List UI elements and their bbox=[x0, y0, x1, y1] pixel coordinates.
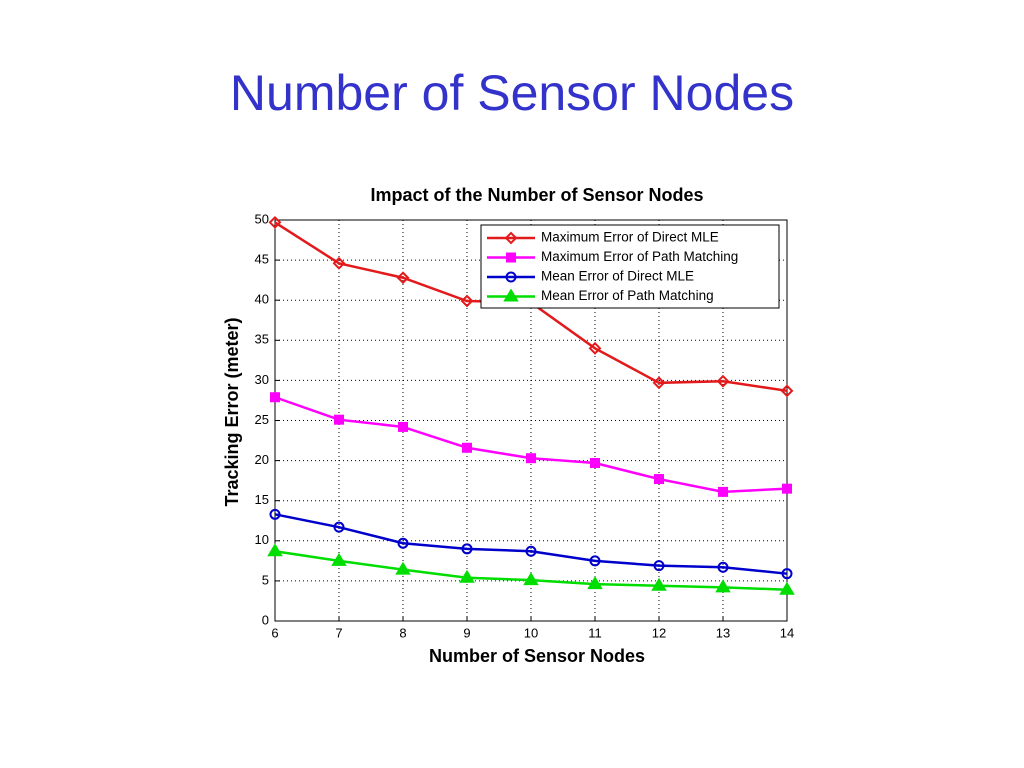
y-tick-label: 20 bbox=[255, 452, 269, 467]
legend-label: Maximum Error of Path Matching bbox=[541, 249, 738, 264]
y-tick-label: 15 bbox=[255, 492, 269, 507]
marker bbox=[461, 543, 473, 555]
marker bbox=[269, 508, 281, 520]
marker bbox=[331, 552, 347, 566]
marker bbox=[587, 576, 603, 590]
legend-marker bbox=[503, 288, 519, 302]
legend-label: Maximum Error of Direct MLE bbox=[541, 230, 719, 245]
marker bbox=[654, 474, 664, 485]
y-axis-label: Tracking Error (meter) bbox=[222, 317, 242, 506]
x-tick-label: 9 bbox=[463, 625, 470, 640]
x-axis-label: Number of Sensor Nodes bbox=[429, 646, 645, 666]
x-tick-label: 13 bbox=[716, 625, 730, 640]
x-tick-label: 8 bbox=[399, 625, 406, 640]
marker bbox=[780, 384, 794, 398]
legend-marker bbox=[504, 231, 518, 245]
marker bbox=[270, 392, 280, 403]
marker bbox=[333, 521, 345, 533]
marker bbox=[782, 483, 792, 494]
series-line bbox=[274, 513, 788, 575]
marker bbox=[651, 577, 667, 591]
y-tick-label: 0 bbox=[262, 612, 269, 627]
y-tick-label: 25 bbox=[255, 412, 269, 427]
x-tick-label: 11 bbox=[588, 625, 602, 640]
marker bbox=[460, 294, 474, 308]
marker bbox=[779, 581, 795, 595]
y-tick-label: 35 bbox=[255, 332, 269, 347]
marker bbox=[459, 569, 475, 583]
x-tick-label: 10 bbox=[524, 625, 538, 640]
legend-label: Mean Error of Path Matching bbox=[541, 288, 714, 303]
x-tick-label: 6 bbox=[271, 625, 278, 640]
slide-title: Number of Sensor Nodes bbox=[230, 65, 794, 121]
plot-frame bbox=[274, 219, 788, 622]
marker bbox=[267, 543, 283, 557]
marker bbox=[589, 555, 601, 567]
chart-title: Impact of the Number of Sensor Nodes bbox=[370, 185, 703, 205]
marker bbox=[396, 271, 410, 285]
marker bbox=[590, 458, 600, 469]
y-tick-label: 50 bbox=[255, 211, 269, 226]
marker bbox=[268, 215, 282, 229]
y-tick-label: 5 bbox=[262, 572, 269, 587]
marker bbox=[525, 545, 537, 557]
y-tick-label: 45 bbox=[255, 252, 269, 267]
marker bbox=[781, 568, 793, 580]
marker bbox=[526, 453, 536, 464]
marker bbox=[334, 414, 344, 425]
marker bbox=[395, 561, 411, 575]
legend-marker bbox=[506, 252, 516, 263]
x-tick-label: 14 bbox=[780, 625, 794, 640]
y-tick-label: 40 bbox=[255, 292, 269, 307]
legend-marker bbox=[505, 271, 517, 283]
marker bbox=[588, 341, 602, 355]
marker bbox=[653, 560, 665, 572]
x-tick-label: 7 bbox=[335, 625, 342, 640]
y-tick-label: 10 bbox=[255, 532, 269, 547]
marker bbox=[332, 256, 346, 270]
marker bbox=[718, 486, 728, 497]
y-tick-label: 30 bbox=[255, 372, 269, 387]
marker bbox=[398, 421, 408, 432]
marker bbox=[397, 537, 409, 549]
legend-label: Mean Error of Direct MLE bbox=[541, 269, 694, 284]
marker bbox=[715, 579, 731, 593]
marker bbox=[462, 442, 472, 453]
marker bbox=[716, 374, 730, 388]
x-tick-label: 12 bbox=[652, 625, 666, 640]
marker bbox=[717, 561, 729, 573]
marker bbox=[523, 572, 539, 586]
marker bbox=[652, 376, 666, 390]
